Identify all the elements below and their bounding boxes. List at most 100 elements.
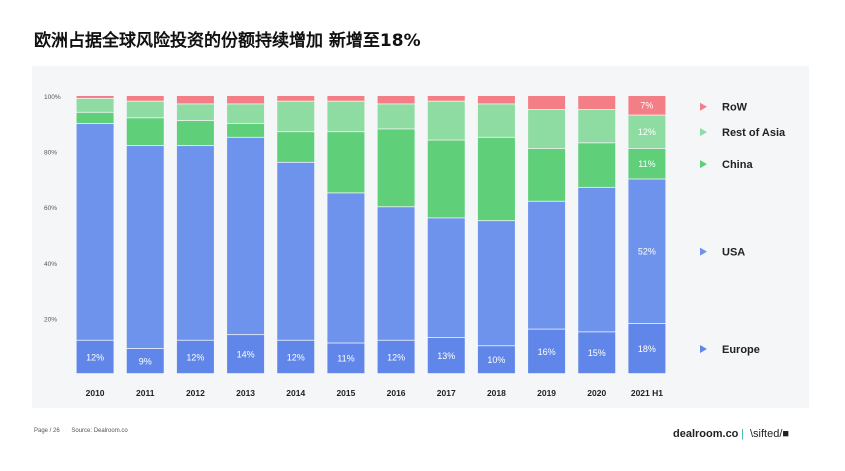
bar-segment-rest_of_asia (126, 101, 164, 118)
logo-separator: | (741, 428, 744, 440)
bar-segment-europe (176, 340, 214, 374)
bar-segment-rest_of_asia (176, 104, 214, 121)
bar-segment-row (227, 96, 265, 104)
legend-marker-china (700, 160, 707, 169)
bar-segment-row (528, 96, 566, 110)
bar-segment-europe (477, 346, 515, 374)
europe-value-label: 13% (437, 351, 455, 361)
y-tick-label: 40% (44, 261, 57, 268)
bar-segment-rest_of_asia (578, 109, 616, 143)
y-tick-label: 80% (44, 150, 57, 157)
bar-segment-china (76, 112, 114, 123)
legend-marker-usa (700, 247, 707, 256)
highlight-value-label: 7% (640, 101, 653, 111)
bar-segment-row (327, 96, 365, 101)
bar-segment-europe (628, 323, 666, 374)
bar-segment-row (176, 96, 214, 104)
bar-segment-china (327, 132, 365, 193)
x-tick-label: 2010 (86, 388, 105, 398)
bar-segment-usa (76, 123, 114, 340)
highlight-value-label: 11% (638, 159, 655, 169)
bar-segment-rest_of_asia (427, 101, 465, 140)
legend-marker-europe (700, 344, 707, 353)
bar-segment-europe (528, 329, 566, 374)
x-tick-label: 2012 (186, 388, 205, 398)
bar-segment-europe (377, 340, 415, 374)
europe-value-label: 16% (538, 347, 556, 357)
europe-value-label: 9% (139, 356, 152, 366)
bar-segment-rest_of_asia (528, 109, 566, 149)
bar-segment-europe (277, 340, 315, 374)
bar-segment-row (126, 96, 164, 101)
bar-segment-china (628, 148, 666, 179)
bar-segment-usa (126, 146, 164, 349)
bar-segment-europe (126, 348, 164, 374)
bar-segment-rest_of_asia (327, 101, 365, 132)
bar-segment-china (477, 137, 515, 221)
bar-segment-china (277, 132, 315, 162)
bar-segment-usa (227, 137, 265, 335)
highlight-value-label: 52% (638, 247, 656, 257)
bar-segment-usa (327, 193, 365, 343)
bar-segment-rest_of_asia (76, 98, 114, 112)
source-note: Source: Dealroom.co (71, 428, 128, 434)
x-tick-label: 2014 (286, 388, 305, 398)
bar-segment-china (578, 143, 616, 187)
x-tick-label: 2020 (587, 388, 606, 398)
x-tick-label: 2018 (487, 388, 506, 398)
bar-segment-usa (176, 146, 214, 340)
bar-segment-usa (477, 221, 515, 346)
bar-segment-row (427, 96, 465, 101)
europe-value-label: 18% (638, 344, 656, 354)
bar-segment-europe (327, 343, 365, 374)
legend-label-china: China (722, 159, 753, 171)
y-tick-label: 20% (44, 316, 57, 323)
bar-segment-row (277, 96, 315, 101)
legend-label-europe: Europe (722, 344, 760, 356)
bar-segment-row (477, 96, 515, 104)
europe-value-label: 11% (337, 354, 354, 364)
legend-marker-rest_of_asia (700, 128, 707, 137)
bar-segment-europe (578, 332, 616, 374)
bar-segment-china (176, 121, 214, 146)
x-tick-label: 2011 (136, 388, 155, 398)
bar-segment-china (528, 148, 566, 201)
bar-segment-usa (628, 179, 666, 324)
europe-value-label: 15% (588, 348, 606, 358)
bar-segment-rest_of_asia (277, 101, 315, 132)
bar-segment-rest_of_asia (377, 104, 415, 129)
legend-label-usa: USA (722, 247, 745, 259)
bar-segment-usa (277, 162, 315, 340)
bar-segment-europe (227, 335, 265, 374)
bar-segment-row (377, 96, 415, 104)
bar-segment-china (227, 123, 265, 137)
highlight-value-label: 12% (638, 127, 656, 137)
europe-value-label: 10% (487, 355, 505, 365)
bar-segment-usa (377, 207, 415, 340)
bar-segment-europe (427, 337, 465, 374)
bar-segment-usa (528, 201, 566, 329)
x-tick-label: 2015 (336, 388, 355, 398)
bar-segment-row (76, 96, 114, 98)
bar-segment-europe (76, 340, 114, 374)
x-tick-label: 2021 H1 (631, 388, 663, 398)
europe-value-label: 12% (287, 352, 305, 362)
europe-value-label: 14% (237, 350, 255, 360)
x-tick-label: 2017 (437, 388, 456, 398)
europe-value-label: 12% (387, 352, 405, 362)
y-tick-label: 60% (44, 205, 57, 212)
europe-value-label: 12% (186, 352, 204, 362)
bar-segment-china (427, 140, 465, 218)
legend-marker-row (700, 102, 707, 111)
bar-segment-rest_of_asia (628, 115, 666, 149)
legend-label-rest_of_asia: Rest of Asia (722, 127, 786, 139)
bar-segment-usa (427, 218, 465, 338)
europe-value-label: 12% (86, 352, 104, 362)
bar-segment-row (628, 96, 666, 115)
bar-segment-rest_of_asia (477, 104, 515, 137)
bar-segment-rest_of_asia (227, 104, 265, 123)
bar-segment-china (377, 129, 415, 207)
legend-label-row: RoW (722, 102, 748, 114)
x-tick-label: 2013 (236, 388, 255, 398)
